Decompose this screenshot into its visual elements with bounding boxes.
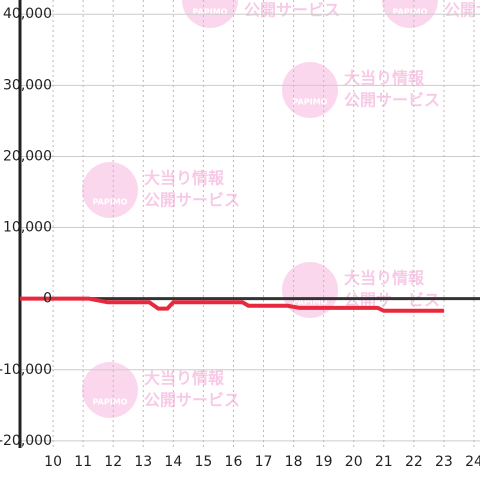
x-tick-label: 13 (134, 454, 152, 470)
watermark-line1: 大当り情報 (144, 169, 225, 188)
y-tick-label: -20,000 (0, 433, 52, 449)
watermark-logo: PAPIMO (293, 98, 328, 107)
x-tick-label: 10 (44, 454, 62, 470)
x-tick-label: 12 (104, 454, 122, 470)
watermark-line1: 大当り情報 (344, 269, 425, 288)
watermark-logo: PAPIMO (393, 8, 428, 17)
y-tick-label: -10,000 (0, 362, 52, 378)
y-tick-label: 20,000 (3, 148, 52, 164)
watermark-logo: PAPIMO (93, 398, 128, 407)
x-tick-label: 11 (74, 454, 92, 470)
watermark-line1: 大当り情報 (144, 369, 225, 388)
x-tick-label: 16 (225, 454, 243, 470)
watermark-circle (282, 62, 338, 118)
watermark-line2: 公開サービス (344, 91, 440, 110)
grid (18, 0, 480, 448)
watermark-logo: PAPIMO (293, 298, 328, 307)
watermark-logo: PAPIMO (93, 198, 128, 207)
watermark-line2: 公開サービス (144, 191, 240, 210)
y-tick-label: 30,000 (3, 77, 52, 93)
watermark-line1: 大当り情報 (344, 69, 425, 88)
watermark-line2: 公開サービス (244, 1, 340, 20)
y-tick-label: 40,000 (3, 6, 52, 22)
y-tick-label: 10,000 (3, 220, 52, 236)
plot (20, 296, 444, 313)
watermark-line2: 公開サービス (444, 1, 480, 20)
series-line (20, 296, 444, 313)
x-tick-label: 22 (405, 454, 423, 470)
x-tick-label: 18 (285, 454, 303, 470)
y-tick-label: 0 (43, 291, 52, 307)
x-tick-label: 15 (194, 454, 212, 470)
watermark-circle (82, 362, 138, 418)
x-tick-label: 21 (375, 454, 393, 470)
watermark-line2: 公開サービス (144, 391, 240, 410)
watermark-circle (82, 162, 138, 218)
x-tick-label: 24 (465, 454, 480, 470)
labels: 10 11 12 13 14 15 16 17 18 19 20 21 22 23 24 -20,000 -10… (0, 6, 480, 470)
watermark-layer: PAPIMO大当り情報公開サービスPAPIMO大当り情報公開サービスPAPIMO… (82, 0, 480, 418)
x-tick-label: 14 (164, 454, 182, 470)
watermark-logo: PAPIMO (193, 8, 228, 17)
x-tick-label: 20 (345, 454, 363, 470)
x-tick-label: 19 (315, 454, 333, 470)
x-tick-label: 23 (435, 454, 453, 470)
x-tick-label: 17 (255, 454, 273, 470)
